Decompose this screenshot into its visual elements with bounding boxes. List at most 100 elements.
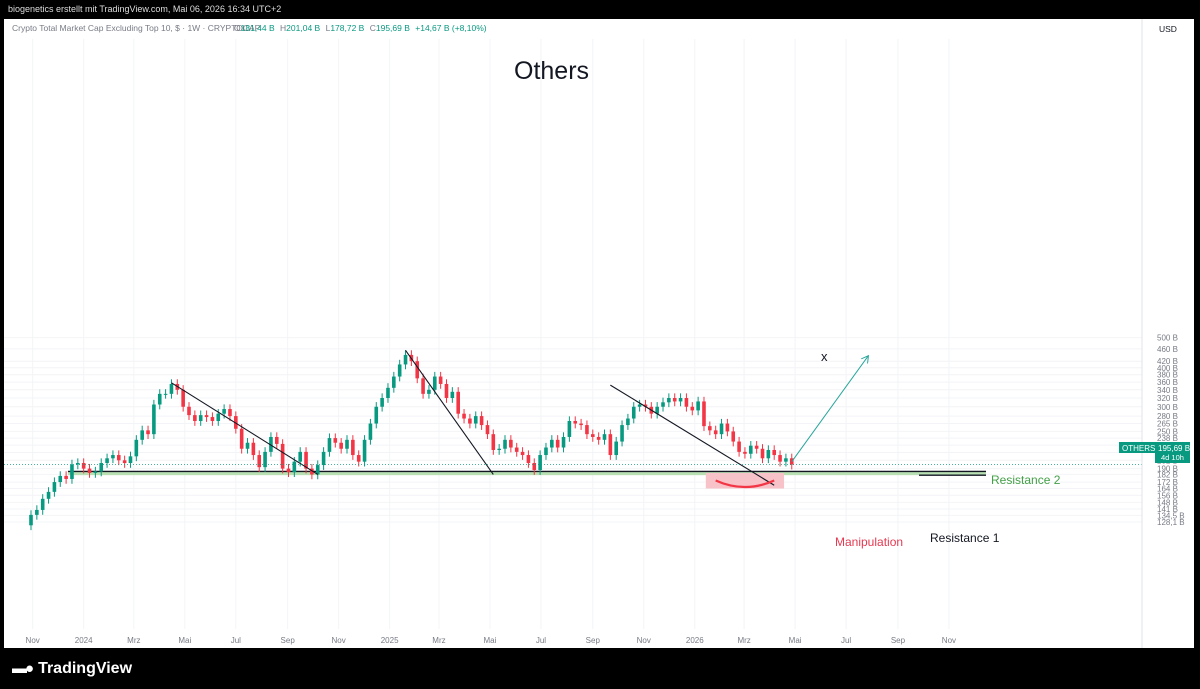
credit-bar: biogenetics erstellt mit TradingView.com… (0, 0, 1200, 19)
projection-arrow (791, 356, 868, 462)
candle (544, 442, 548, 460)
candle (239, 424, 244, 454)
candle (456, 387, 460, 419)
candle (52, 477, 57, 497)
candle (690, 402, 695, 416)
x-tick-label: Mai (484, 636, 497, 645)
y-tick-label: 238 B (1157, 434, 1178, 443)
x-tick-label: Jul (841, 636, 851, 645)
candle (520, 447, 525, 460)
manipulation-label: Manipulation (835, 535, 903, 549)
candle (356, 450, 361, 467)
candle (550, 435, 554, 453)
candle (204, 410, 209, 422)
y-tick-label: 250 B (1157, 427, 1178, 436)
candle (421, 373, 425, 399)
candle (116, 450, 121, 466)
y-tick-label: 172 B (1157, 478, 1178, 487)
candle (58, 471, 63, 487)
candle (509, 435, 513, 453)
candle (304, 447, 308, 474)
candle (134, 435, 139, 462)
x-tick-label: 2024 (75, 636, 93, 645)
candle (152, 399, 156, 439)
y-tick-label: 164 B (1157, 485, 1178, 494)
candle (257, 450, 262, 473)
candle (251, 438, 256, 460)
x-tick-label: 2025 (381, 636, 399, 645)
tradingview-logo[interactable]: ▬● TradingView (12, 660, 132, 678)
candle (684, 393, 689, 412)
candle (87, 463, 92, 478)
trendline (405, 350, 494, 475)
candle (321, 447, 326, 470)
tradingview-logo-icon: ▬● (12, 660, 34, 677)
candle (280, 439, 285, 474)
candle (351, 435, 355, 460)
resistance-1-label: Resistance 1 (930, 531, 1000, 545)
candle (497, 444, 501, 455)
candle (567, 416, 572, 442)
candle (696, 396, 700, 416)
candle (46, 487, 51, 504)
candle (678, 393, 683, 407)
candle (339, 438, 343, 454)
candle (590, 429, 595, 442)
x-tick-label: Nov (637, 636, 651, 645)
y-tick-label: 141 B (1157, 505, 1178, 514)
candle (748, 441, 753, 459)
drawings (4, 350, 1142, 489)
candle (345, 435, 349, 454)
candle (585, 420, 589, 439)
x-mark: x (821, 349, 828, 364)
candle (655, 402, 659, 419)
candle (157, 389, 162, 410)
x-tick-label: Mai (178, 636, 191, 645)
candle (397, 359, 402, 382)
y-tick-label: 320 B (1157, 394, 1178, 403)
candle (514, 442, 519, 457)
candle (444, 379, 449, 403)
candle (35, 505, 39, 520)
price-tag: OTHERS 195,69 B 4d 10h (1119, 442, 1190, 463)
legend-symbol: Crypto Total Market Cap Excluding Top 10… (12, 23, 261, 33)
price-tag-value: 195,69 B (1158, 444, 1190, 453)
y-tick-label: 420 B (1157, 357, 1178, 366)
y-tick-label: 360 B (1157, 378, 1178, 387)
candle (128, 451, 133, 468)
candle (702, 396, 706, 431)
currency-label[interactable]: USD (1159, 24, 1177, 34)
candle (614, 436, 618, 460)
candle (561, 432, 566, 453)
candle (503, 435, 507, 454)
candle (596, 432, 601, 445)
candle (210, 412, 215, 426)
candle (450, 387, 455, 403)
candle (719, 418, 724, 439)
candle (532, 458, 537, 475)
candle (608, 429, 613, 460)
candle (111, 450, 115, 464)
candle (274, 432, 279, 449)
y-tick-label: 156 B (1157, 491, 1178, 500)
candle (438, 371, 443, 389)
candle (286, 463, 291, 478)
candle (333, 433, 338, 448)
x-tick-label: Mai (789, 636, 802, 645)
candle (479, 411, 484, 430)
x-tick-label: 2026 (686, 636, 704, 645)
candle (368, 418, 373, 445)
plot-background (4, 19, 1194, 648)
candle (737, 436, 741, 457)
y-tick-label: 134,5 B (1157, 511, 1185, 520)
candle (667, 393, 671, 408)
candle (93, 466, 98, 478)
footer-bar: ▬● TradingView (0, 649, 1200, 689)
candle (637, 399, 642, 412)
x-tick-label: Jul (536, 636, 546, 645)
candle (310, 463, 314, 480)
candle (725, 418, 730, 437)
candle (468, 413, 472, 429)
